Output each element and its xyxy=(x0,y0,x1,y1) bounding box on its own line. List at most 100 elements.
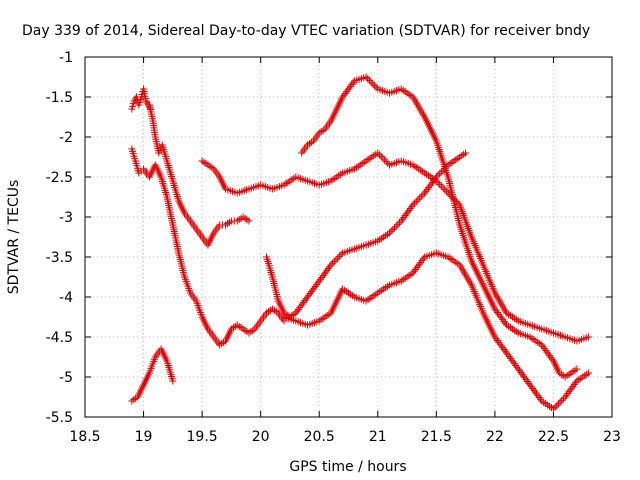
data-point-interp xyxy=(370,82,378,90)
data-point xyxy=(503,349,511,357)
data-point-interp xyxy=(326,263,334,271)
x-tick-label: 20.5 xyxy=(304,429,335,445)
data-point-interp xyxy=(343,88,351,96)
data-point-interp xyxy=(335,252,343,260)
x-tick-label: 23 xyxy=(603,429,621,445)
x-axis-label: GPS time / hours xyxy=(289,459,406,475)
data-point xyxy=(327,261,335,269)
data-point xyxy=(315,277,323,285)
data-point-interp xyxy=(497,342,505,350)
data-point-interp xyxy=(543,348,551,356)
data-point-interp xyxy=(495,338,503,346)
data-point-interp xyxy=(566,386,574,394)
data-point-interp xyxy=(418,257,426,265)
data-point-interp xyxy=(364,75,372,83)
data-point-interp xyxy=(394,220,402,228)
data-point-interp xyxy=(539,343,547,351)
x-tick-label: 21 xyxy=(369,429,387,445)
data-point-interp xyxy=(306,289,314,297)
data-point-interp xyxy=(413,264,421,272)
y-axis-label: SDTVAR / TECUs xyxy=(6,180,22,295)
data-point-interp xyxy=(427,180,435,188)
y-tick-label: -4 xyxy=(59,290,73,306)
data-point-interp xyxy=(529,385,537,393)
data-point-interp xyxy=(313,281,321,289)
data-point-interp xyxy=(367,78,375,86)
data-point-interp xyxy=(517,369,525,377)
y-tick-label: -2.5 xyxy=(46,170,73,186)
data-point-interp xyxy=(442,187,450,195)
data-point xyxy=(362,73,370,81)
data-point xyxy=(292,309,300,317)
y-tick-label: -2 xyxy=(59,130,73,146)
data-point-interp xyxy=(570,381,578,389)
data-point-interp xyxy=(417,192,425,200)
series-track-6 xyxy=(263,149,470,321)
data-point-interp xyxy=(536,395,544,403)
data-point-interp xyxy=(310,284,318,292)
data-point xyxy=(491,305,499,313)
data-point-interp xyxy=(540,345,548,353)
data-point-interp xyxy=(425,184,433,192)
data-point-interp xyxy=(501,347,509,355)
data-point-interp xyxy=(441,186,449,194)
data-point-interp xyxy=(322,268,330,276)
data-point-interp xyxy=(402,210,410,218)
data-point-interp xyxy=(558,396,566,404)
data-point-interp xyxy=(492,335,500,343)
data-point-interp xyxy=(382,158,390,166)
data-point-interp xyxy=(293,307,301,315)
series-track-7 xyxy=(298,73,581,381)
chart-title: Day 339 of 2014, Sidereal Day-to-day VTE… xyxy=(22,23,590,39)
y-tick-label: -4.5 xyxy=(46,330,73,346)
data-point-interp xyxy=(428,178,436,186)
data-point-interp xyxy=(301,297,309,305)
data-point-interp xyxy=(562,391,570,399)
data-point xyxy=(538,341,546,349)
data-point-interp xyxy=(416,194,424,202)
data-point-interp xyxy=(372,83,380,91)
data-point-interp xyxy=(380,156,388,164)
data-point-interp xyxy=(439,184,447,192)
data-point-interp xyxy=(329,259,337,267)
data-point-interp xyxy=(554,400,562,408)
data-point-interp xyxy=(389,226,397,234)
data-point xyxy=(421,189,429,197)
data-point-interp xyxy=(404,208,412,216)
data-point-interp xyxy=(434,171,442,179)
data-point xyxy=(573,365,581,373)
y-tick-label: -1.5 xyxy=(46,90,73,106)
data-point-interp xyxy=(499,316,507,324)
data-point-interp xyxy=(430,177,438,185)
data-point-interp xyxy=(437,182,445,190)
data-point xyxy=(491,333,499,341)
data-point-interp xyxy=(496,340,504,348)
data-point-interp xyxy=(508,356,516,364)
series-track-1 xyxy=(128,85,155,113)
data-point-interp xyxy=(408,203,416,211)
data-point-interp xyxy=(513,363,521,371)
data-point-interp xyxy=(396,219,404,227)
data-point-interp xyxy=(492,307,500,315)
data-point-interp xyxy=(415,260,423,268)
data-point-interp xyxy=(493,337,501,345)
data-point xyxy=(385,229,393,237)
series-track-8 xyxy=(280,249,593,413)
data-point-interp xyxy=(523,377,531,385)
data-point xyxy=(462,149,470,157)
data-point-interp xyxy=(497,314,505,322)
x-tick-label: 22.5 xyxy=(538,429,569,445)
data-point xyxy=(526,381,534,389)
data-point-interp xyxy=(572,379,580,387)
data-point-interp xyxy=(530,386,538,394)
data-point xyxy=(549,405,557,413)
data-point-interp xyxy=(314,279,322,287)
data-point xyxy=(169,377,177,385)
data-point-interp xyxy=(317,275,325,283)
data-point xyxy=(374,149,382,157)
data-point-interp xyxy=(553,402,561,410)
data-point-interp xyxy=(412,265,420,273)
data-point-interp xyxy=(522,376,530,384)
y-tick-label: -3 xyxy=(59,210,73,226)
data-point-interp xyxy=(518,370,526,378)
